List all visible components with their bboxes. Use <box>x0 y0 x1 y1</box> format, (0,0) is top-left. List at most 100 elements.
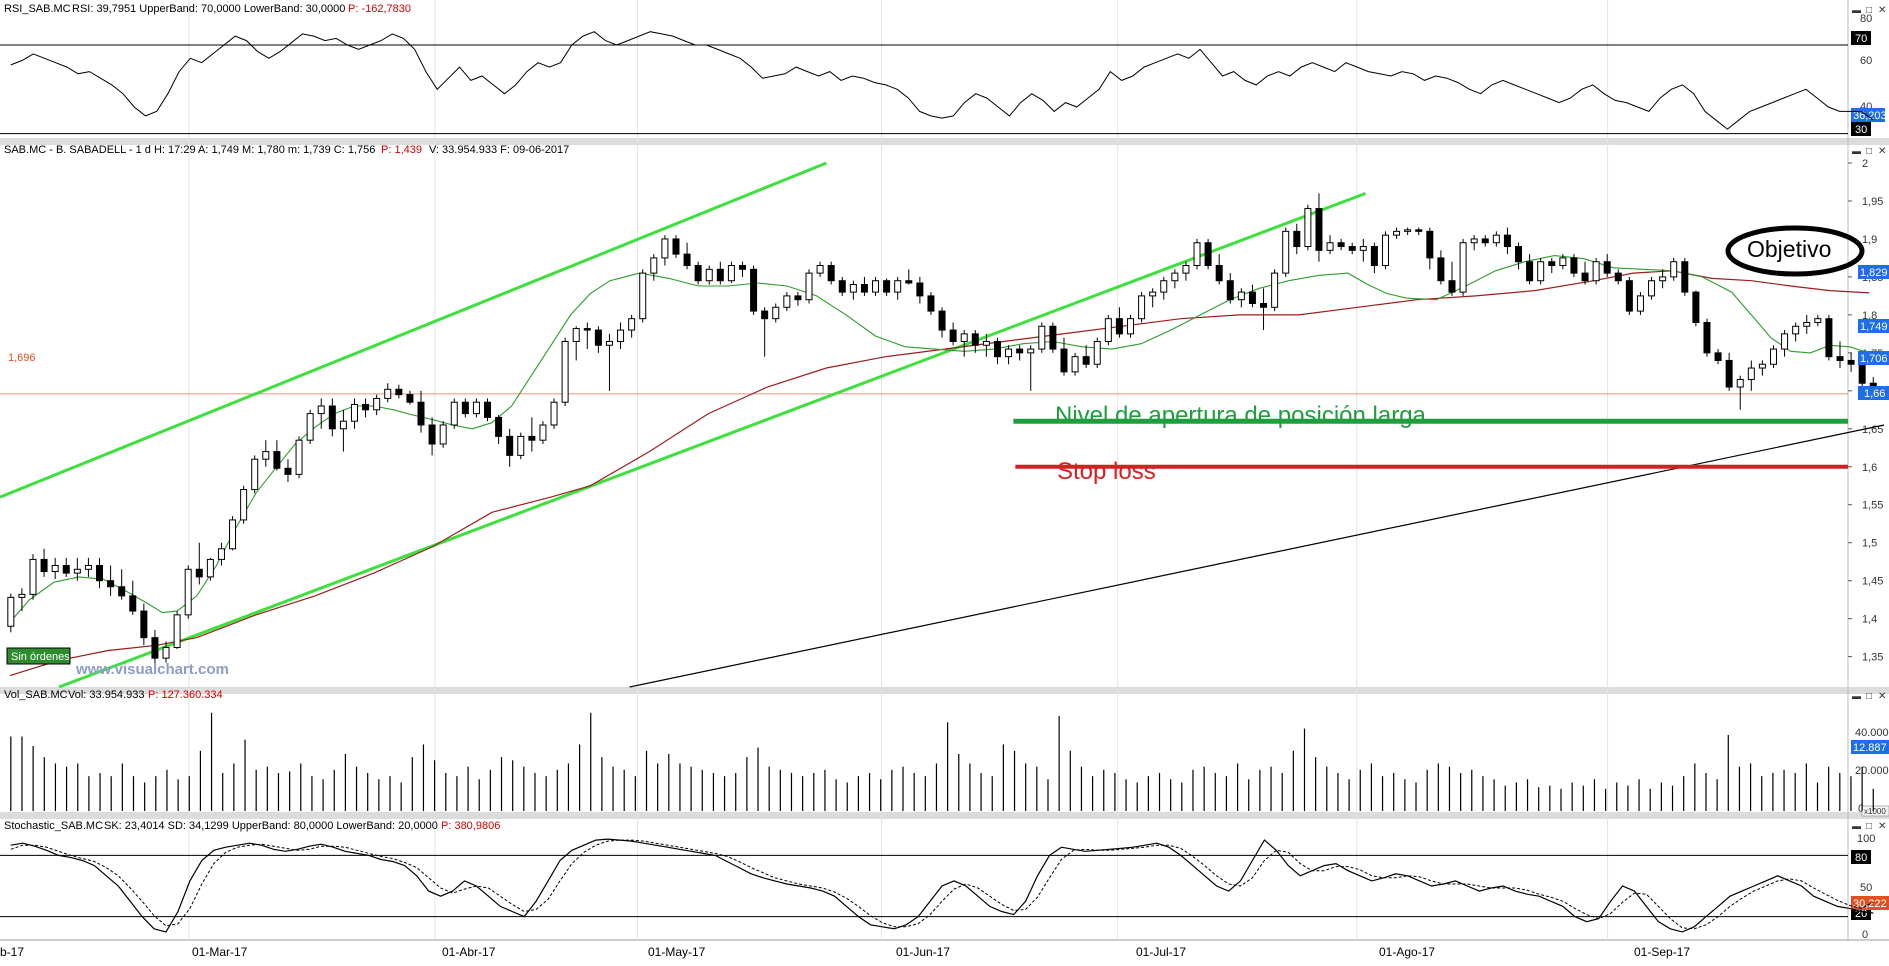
price-maximize-button[interactable]: □ <box>1866 146 1872 157</box>
date-label-apr: 01-Abr-17 <box>442 945 496 959</box>
candle-body-95 <box>1060 348 1068 373</box>
candle-body-76 <box>849 284 857 293</box>
candle-body-147 <box>1636 295 1644 312</box>
candle-body-69 <box>772 306 780 320</box>
candle-body-42 <box>472 401 480 415</box>
volume-close-button[interactable]: ✕ <box>1878 691 1886 702</box>
stochastic-plot <box>0 838 1874 933</box>
candle-body-12 <box>140 610 148 639</box>
price-tick-label-4: 1,8 <box>1862 310 1877 322</box>
stoch-band-80-box <box>1851 850 1871 864</box>
candle-body-122 <box>1359 246 1367 251</box>
ma-short-line <box>9 255 1885 623</box>
candle-body-16 <box>184 568 192 616</box>
candle-body-23 <box>262 451 270 460</box>
candle-body-25 <box>284 467 292 475</box>
candle-body-54 <box>605 340 613 346</box>
ma-green-label: 1,749 <box>1860 321 1888 333</box>
stoch-p-value: P: 380,9806 <box>441 820 500 832</box>
candle-body-137 <box>1526 261 1534 282</box>
candle-body-13 <box>151 637 159 659</box>
separator-price-volume[interactable] <box>0 687 1889 694</box>
candle-body-162 <box>1803 321 1811 327</box>
stoch-close-button[interactable]: ✕ <box>1878 821 1886 832</box>
candle-body-161 <box>1792 325 1800 335</box>
volume-p-value: P: 127.360.334 <box>148 689 223 701</box>
candle-body-27 <box>306 413 314 441</box>
candle-body-113 <box>1260 302 1268 308</box>
candle-body-165 <box>1836 356 1844 361</box>
stochastic-panel[interactable]: Stochastic_SAB.MC SK: 23,4014 SD: 34,129… <box>0 820 1889 941</box>
orders-badge[interactable] <box>6 647 71 665</box>
candle-body-105 <box>1171 272 1179 282</box>
rsi-stats: RSI: 39,7951 UpperBand: 70,0000 LowerBan… <box>72 3 345 15</box>
stoch-minimize-button[interactable]: ▬ <box>1852 821 1861 831</box>
candle-body-132 <box>1470 238 1478 244</box>
rsi-p-value: P: -162,7830 <box>348 3 411 15</box>
candle-body-9 <box>107 580 115 588</box>
volume-minimize-button[interactable]: ▬ <box>1852 691 1861 701</box>
volume-symbol: Vol_SAB.MC <box>4 689 68 701</box>
separator-rsi-price[interactable] <box>0 138 1889 145</box>
rsi-maximize-button[interactable]: □ <box>1866 5 1872 16</box>
price-minimize-button[interactable]: ▬ <box>1852 146 1861 156</box>
candle-body-1 <box>18 593 26 598</box>
candle-body-77 <box>860 284 868 293</box>
candle-body-146 <box>1625 280 1633 312</box>
candle-body-37 <box>417 401 425 426</box>
candle-body-81 <box>905 280 913 284</box>
candle-body-92 <box>1027 348 1035 354</box>
candle-body-10 <box>118 586 126 597</box>
ma-red-label-box <box>1858 265 1889 279</box>
candle-body-142 <box>1581 272 1589 282</box>
candle-body-133 <box>1481 238 1489 244</box>
candle-body-78 <box>872 280 880 293</box>
candle-body-44 <box>495 416 503 437</box>
candle-body-87 <box>971 333 979 346</box>
volume-tick-20000: 20.000 <box>1855 765 1889 777</box>
candle-body-33 <box>373 397 381 411</box>
candle-body-22 <box>251 458 259 491</box>
candle-body-88 <box>982 340 990 346</box>
candle-body-30 <box>339 420 347 430</box>
candle-body-32 <box>362 403 370 411</box>
candle-body-121 <box>1348 246 1356 251</box>
date-label-aug: 01-Ago-17 <box>1379 945 1435 959</box>
candle-body-148 <box>1648 280 1656 297</box>
price-tick-label-12: 1,4 <box>1862 614 1877 626</box>
candle-body-75 <box>838 280 846 293</box>
candle-body-91 <box>1016 348 1024 354</box>
candle-body-123 <box>1370 246 1378 267</box>
rsi-tick-60: 60 <box>1860 55 1872 67</box>
candle-body-80 <box>894 280 902 293</box>
separator-volume-stoch[interactable] <box>0 812 1889 819</box>
candle-body-61 <box>683 253 691 267</box>
volume-unit-label: x1000 <box>1864 807 1886 816</box>
rsi-panel[interactable]: RSI_SAB.MC RSI: 39,7951 UpperBand: 70,00… <box>0 3 1887 136</box>
candle-body-107 <box>1193 242 1201 267</box>
rsi-band-70-box <box>1851 31 1871 45</box>
volume-maximize-button[interactable]: □ <box>1866 691 1872 702</box>
ma-green-label-box <box>1858 319 1889 333</box>
price-close-button[interactable]: ✕ <box>1878 146 1886 157</box>
orders-badge-label: Sin órdenes <box>11 651 70 663</box>
price-panel[interactable]: SAB.MC - B. SABADELL - 1 d H: 17:29 A: 1… <box>0 144 1889 689</box>
close-label-box <box>1858 351 1889 365</box>
candle-body-70 <box>783 295 791 308</box>
stoch-current-box <box>1851 896 1889 910</box>
candle-body-98 <box>1093 340 1101 365</box>
candle-body-131 <box>1459 242 1467 293</box>
stoch-maximize-button[interactable]: □ <box>1866 821 1872 832</box>
rsi-close-button[interactable]: ✕ <box>1878 5 1886 16</box>
volume-panel[interactable]: Vol_SAB.MC Vol: 33.954.933 P: 127.360.33… <box>4 689 1889 817</box>
candle-body-109 <box>1215 265 1223 282</box>
stoch-tick-0: 0 <box>1862 929 1868 941</box>
rsi-minimize-button[interactable]: ▬ <box>1852 5 1861 15</box>
price-tick-label-1: 1,95 <box>1862 196 1883 208</box>
candle-body-19 <box>217 548 225 560</box>
candle-body-106 <box>1182 265 1190 274</box>
volume-tick-40000: 40.000 <box>1855 727 1889 739</box>
candle-body-8 <box>96 564 104 582</box>
